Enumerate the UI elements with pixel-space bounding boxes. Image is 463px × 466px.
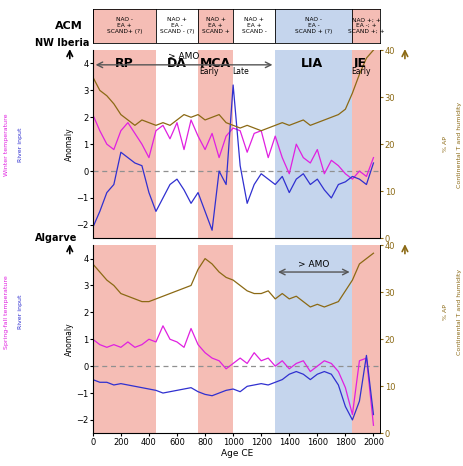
X-axis label: Age CE: Age CE — [220, 449, 252, 459]
Bar — [93, 9, 156, 43]
Bar — [198, 9, 232, 43]
Text: % AP: % AP — [442, 137, 447, 152]
Bar — [232, 50, 275, 238]
Text: River input: River input — [19, 127, 23, 162]
Bar — [156, 50, 198, 238]
Bar — [93, 50, 156, 238]
Bar — [156, 245, 198, 433]
Bar — [352, 245, 380, 433]
Text: NAO +
EA -
SCAND - (?): NAO + EA - SCAND - (?) — [159, 17, 194, 34]
Text: MCA: MCA — [200, 57, 231, 70]
Bar — [93, 245, 156, 433]
Y-axis label: Anomaly: Anomaly — [64, 127, 74, 161]
Text: NW Iberia: NW Iberia — [35, 38, 89, 48]
Bar — [198, 50, 232, 238]
Bar — [232, 245, 275, 433]
Bar — [275, 9, 352, 43]
Bar — [156, 9, 198, 43]
Text: Algarve: Algarve — [35, 233, 77, 243]
Text: NAO -
EA -
SCAND + (?): NAO - EA - SCAND + (?) — [294, 17, 332, 34]
Text: NAO +; +
EA -; +
SCAND +; +: NAO +; + EA -; + SCAND +; + — [347, 17, 384, 34]
Text: > AMO: > AMO — [298, 260, 329, 269]
Text: > AMO: > AMO — [168, 52, 199, 62]
Text: Early: Early — [198, 67, 218, 75]
Bar — [232, 9, 275, 43]
Bar — [198, 245, 232, 433]
Y-axis label: Anomaly: Anomaly — [64, 322, 74, 356]
Bar — [275, 245, 352, 433]
Text: NAO +
EA +
SCAND +: NAO + EA + SCAND + — [201, 17, 229, 34]
Text: Continental T and humidity: Continental T and humidity — [456, 102, 461, 187]
Text: Winter temperature: Winter temperature — [5, 113, 9, 176]
Text: LIA: LIA — [300, 57, 322, 70]
Text: Spring-fall temperature: Spring-fall temperature — [5, 275, 9, 349]
Text: IE: IE — [354, 57, 367, 70]
Text: Continental T and humidity: Continental T and humidity — [456, 269, 461, 355]
Text: Late: Late — [232, 67, 248, 75]
Bar — [352, 9, 380, 43]
Text: ACM: ACM — [55, 21, 83, 31]
Text: NAO +
EA +
SCAND -: NAO + EA + SCAND - — [241, 17, 266, 34]
Text: NAO -
EA +
SCAND+ (?): NAO - EA + SCAND+ (?) — [106, 17, 142, 34]
Text: RP: RP — [115, 57, 133, 70]
Bar — [352, 50, 380, 238]
Text: % AP: % AP — [442, 304, 447, 320]
Text: River input: River input — [19, 295, 23, 329]
Text: DA: DA — [167, 57, 187, 70]
Bar — [275, 50, 352, 238]
Text: Early: Early — [350, 67, 370, 75]
